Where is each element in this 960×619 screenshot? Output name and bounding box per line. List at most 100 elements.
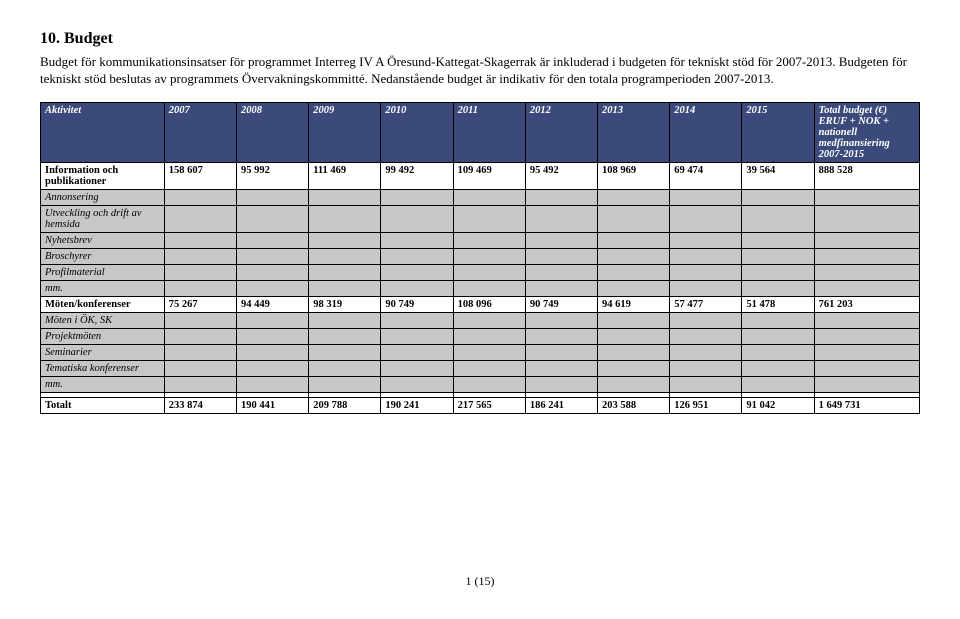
row-cell <box>453 328 525 344</box>
col-year: 2008 <box>237 102 309 162</box>
row-label: Projektmöten <box>41 328 165 344</box>
row-label: mm. <box>41 376 165 392</box>
row-label: Nyhetsbrev <box>41 232 165 248</box>
col-year: 2015 <box>742 102 814 162</box>
row-cell <box>670 205 742 232</box>
row-cell <box>598 232 670 248</box>
row-cell: 51 478 <box>742 296 814 312</box>
row-cell: 108 969 <box>598 162 670 189</box>
row-cell: 109 469 <box>453 162 525 189</box>
row-cell <box>598 280 670 296</box>
row-cell <box>309 280 381 296</box>
row-cell <box>164 189 236 205</box>
row-cell: 75 267 <box>164 296 236 312</box>
row-cell <box>525 248 597 264</box>
row-cell <box>598 328 670 344</box>
row-cell: 57 477 <box>670 296 742 312</box>
row-cell <box>525 344 597 360</box>
row-cell <box>309 328 381 344</box>
col-year: 2009 <box>309 102 381 162</box>
table-row: Nyhetsbrev <box>41 232 920 248</box>
row-cell <box>453 264 525 280</box>
col-year: 2012 <box>525 102 597 162</box>
row-cell <box>237 376 309 392</box>
row-cell <box>381 264 453 280</box>
row-cell <box>742 232 814 248</box>
row-cell <box>309 344 381 360</box>
table-row: Annonsering <box>41 189 920 205</box>
row-cell <box>381 344 453 360</box>
row-cell <box>453 312 525 328</box>
row-cell: 1 649 731 <box>814 397 919 413</box>
row-cell <box>237 312 309 328</box>
row-cell: 190 441 <box>237 397 309 413</box>
row-cell <box>309 376 381 392</box>
row-cell <box>814 248 919 264</box>
row-cell <box>237 232 309 248</box>
row-cell <box>742 189 814 205</box>
row-cell <box>742 280 814 296</box>
row-cell <box>453 205 525 232</box>
row-cell <box>453 189 525 205</box>
row-cell: 95 492 <box>525 162 597 189</box>
row-cell <box>164 264 236 280</box>
row-cell <box>598 264 670 280</box>
row-label: Möten/konferenser <box>41 296 165 312</box>
row-cell <box>453 360 525 376</box>
row-cell: 91 042 <box>742 397 814 413</box>
row-cell <box>742 248 814 264</box>
row-cell <box>670 189 742 205</box>
row-cell <box>598 205 670 232</box>
table-row: Projektmöten <box>41 328 920 344</box>
row-cell <box>598 248 670 264</box>
table-row: mm. <box>41 376 920 392</box>
row-cell <box>381 232 453 248</box>
row-cell <box>670 376 742 392</box>
row-cell <box>237 205 309 232</box>
row-cell <box>453 232 525 248</box>
row-cell <box>237 328 309 344</box>
row-cell <box>164 248 236 264</box>
row-cell <box>598 312 670 328</box>
row-cell <box>309 360 381 376</box>
col-year: 2014 <box>670 102 742 162</box>
row-cell <box>814 376 919 392</box>
row-cell <box>598 189 670 205</box>
row-label: Profilmaterial <box>41 264 165 280</box>
row-cell <box>381 360 453 376</box>
row-cell <box>381 312 453 328</box>
row-cell: 233 874 <box>164 397 236 413</box>
col-year: 2010 <box>381 102 453 162</box>
row-cell <box>309 232 381 248</box>
row-cell: 209 788 <box>309 397 381 413</box>
row-cell <box>525 280 597 296</box>
row-label: Annonsering <box>41 189 165 205</box>
row-cell <box>525 205 597 232</box>
row-cell <box>670 248 742 264</box>
row-cell <box>670 360 742 376</box>
row-cell <box>381 205 453 232</box>
row-cell <box>164 205 236 232</box>
row-cell: 98 319 <box>309 296 381 312</box>
row-label: Seminarier <box>41 344 165 360</box>
row-cell <box>164 280 236 296</box>
row-cell <box>598 344 670 360</box>
row-cell <box>525 232 597 248</box>
row-cell <box>670 312 742 328</box>
table-row: Tematiska konferenser <box>41 360 920 376</box>
row-cell: 761 203 <box>814 296 919 312</box>
row-label: Utveckling och drift av hemsida <box>41 205 165 232</box>
row-cell <box>309 248 381 264</box>
budget-table: Aktivitet2007200820092010201120122013201… <box>40 102 920 414</box>
page-footer: 1 (15) <box>40 574 920 589</box>
row-cell <box>670 344 742 360</box>
row-cell: 94 449 <box>237 296 309 312</box>
row-cell: 158 607 <box>164 162 236 189</box>
row-label: mm. <box>41 280 165 296</box>
col-year: 2013 <box>598 102 670 162</box>
col-total: Total budget (€) ERUF + NOK + nationell … <box>814 102 919 162</box>
table-row: Utveckling och drift av hemsida <box>41 205 920 232</box>
row-cell: 90 749 <box>525 296 597 312</box>
table-row: Profilmaterial <box>41 264 920 280</box>
row-cell <box>164 360 236 376</box>
